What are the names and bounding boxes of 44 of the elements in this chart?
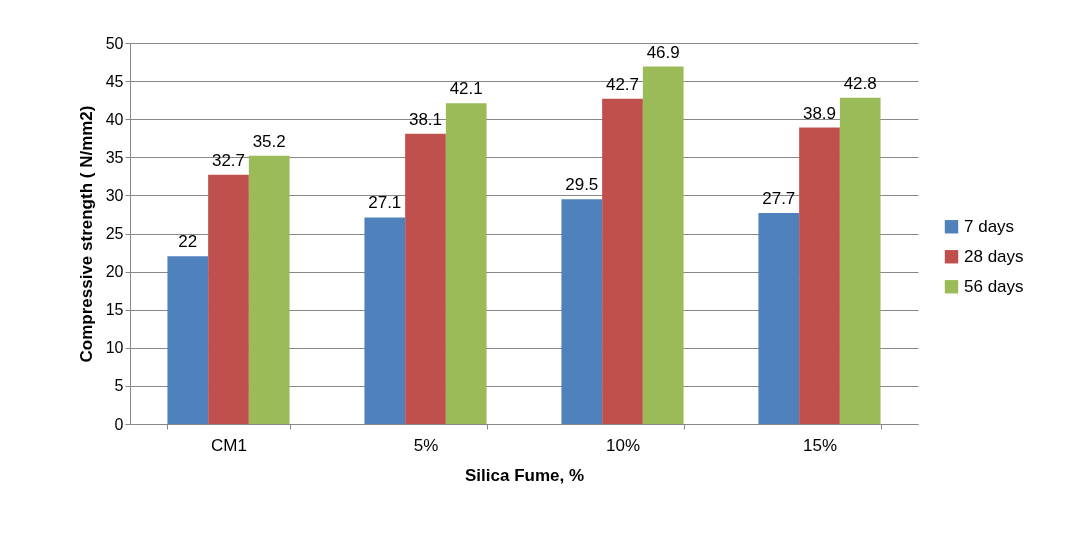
data-label: 38.1 [408,109,443,129]
bar [561,199,603,424]
y-tick-label: 45 [105,72,124,90]
bar [405,133,446,424]
bar [602,98,643,424]
legend-label: 7 days [964,216,1015,236]
data-label: 46.9 [646,42,680,62]
bar [364,217,406,424]
data-label: 29.5 [565,175,599,195]
y-axis-title: Compressive strength ( N/mm2) [76,105,96,363]
bar [758,212,800,424]
y-tick-label: 40 [105,110,124,128]
bar [248,155,290,424]
x-axis-title: Silica Fume, % [464,465,585,485]
y-tick-label: 35 [105,148,124,166]
data-label: 22 [178,232,198,252]
bar [445,103,487,424]
y-tick-label: 10 [105,339,124,357]
x-tick-label: CM1 [211,435,247,455]
bar [167,256,209,424]
data-label: 42.1 [449,79,483,99]
data-label: 38.9 [802,103,837,123]
bar [799,127,840,424]
y-tick-label: 15 [105,301,124,319]
data-label: 27.7 [762,188,796,208]
x-tick-label: 5% [413,435,439,455]
data-label: 42.7 [605,74,640,94]
data-label: 42.8 [843,73,877,93]
x-tick-label: 10% [605,435,641,455]
data-label: 35.2 [252,131,286,151]
y-tick-label: 25 [105,225,124,242]
data-label: 32.7 [211,150,246,170]
legend-label: 28 days [964,246,1024,266]
bar [642,66,684,424]
y-tick-label: 50 [105,34,124,52]
data-label: 27.1 [368,193,402,213]
y-tick-label: 5 [114,377,124,395]
bar [839,97,881,424]
y-tick-label: 30 [105,186,124,204]
y-tick-label: 0 [114,415,124,433]
x-tick-label: 15% [802,435,838,455]
bar [208,174,249,424]
y-tick-label: 20 [105,263,124,281]
legend-label: 56 days [964,276,1024,296]
